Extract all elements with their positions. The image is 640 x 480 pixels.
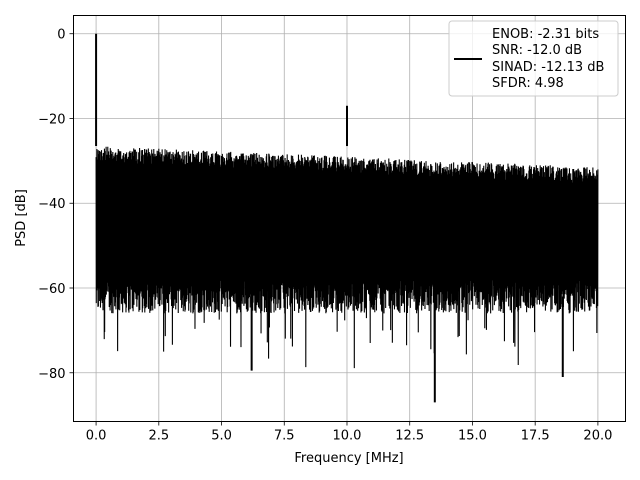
legend: ENOB: -2.31 bits SNR: -12.0 dB SINAD: -1… — [448, 20, 619, 97]
x-tick-label: 10.0 — [333, 429, 362, 444]
x-tick-label: 17.5 — [521, 429, 550, 444]
legend-box — [448, 20, 619, 97]
x-tick-label: 0.0 — [86, 429, 107, 444]
y-tick-label: −80 — [38, 367, 65, 382]
legend-line-sfdr: SFDR: 4.98 — [492, 76, 564, 91]
psd-series — [95, 33, 599, 403]
legend-line-snr: SNR: -12.0 dB — [492, 43, 582, 58]
legend-line-sinad: SINAD: -12.13 dB — [492, 60, 604, 75]
x-tick-label: 7.5 — [274, 429, 295, 444]
y-tick-label: −40 — [38, 197, 65, 212]
x-tick-label: 20.0 — [583, 429, 612, 444]
x-tick-label: 5.0 — [211, 429, 232, 444]
y-tick-label: −60 — [38, 282, 65, 297]
x-tick-label: 2.5 — [148, 429, 169, 444]
x-axis-label: Frequency [MHz] — [294, 451, 403, 466]
y-axis-label: PSD [dB] — [14, 189, 29, 247]
y-axis-ticks: 0 −20 −40 −60 −80 — [38, 28, 74, 382]
legend-line-enob: ENOB: -2.31 bits — [492, 27, 599, 42]
psd-trace — [95, 146, 599, 369]
y-tick-label: 0 — [57, 28, 65, 43]
x-tick-label: 12.5 — [395, 429, 424, 444]
x-axis-ticks: 0.0 2.5 5.0 7.5 10.0 12.5 15.0 17.5 20.0 — [86, 421, 612, 444]
plot-frame — [73, 15, 626, 422]
x-tick-label: 15.0 — [458, 429, 487, 444]
y-tick-label: −20 — [38, 112, 65, 127]
